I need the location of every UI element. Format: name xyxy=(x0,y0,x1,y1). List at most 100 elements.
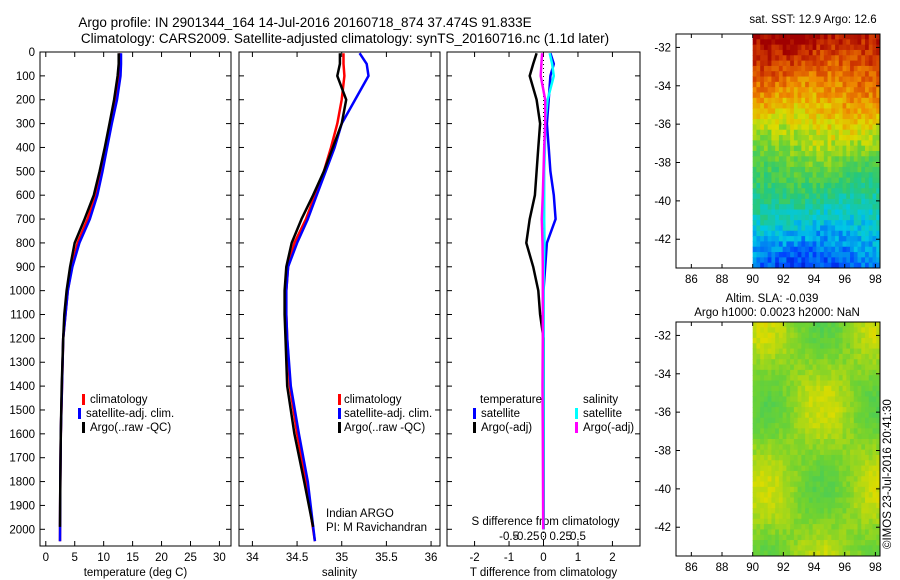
map-cell xyxy=(846,433,851,440)
map-cell xyxy=(793,465,799,472)
map-cell xyxy=(752,449,757,456)
map-cell xyxy=(812,337,817,344)
map-cell xyxy=(752,391,757,397)
map-cell xyxy=(797,193,802,200)
map-cell xyxy=(850,198,855,205)
map-cell xyxy=(808,486,814,493)
map-cell xyxy=(838,407,844,413)
map-cell xyxy=(823,545,829,552)
map-cell xyxy=(812,454,817,461)
map-cell xyxy=(756,385,761,392)
map-cell xyxy=(835,407,840,413)
map-cell xyxy=(823,439,829,445)
map-cell xyxy=(760,151,765,157)
map-cell xyxy=(793,214,799,221)
map-cell xyxy=(775,129,780,136)
map-cell xyxy=(771,492,776,498)
map-cell xyxy=(846,481,851,488)
map-cell xyxy=(853,209,859,216)
map-cell xyxy=(876,391,881,397)
y-tick-label: 500 xyxy=(16,166,35,178)
map-cell xyxy=(786,71,791,78)
map-cell xyxy=(838,252,844,258)
x-tick-label: 0 xyxy=(43,552,49,564)
map-cell xyxy=(808,545,814,552)
map-cell xyxy=(805,44,810,51)
map-cell xyxy=(797,49,802,56)
map-cell xyxy=(838,87,844,93)
map-cell xyxy=(778,140,784,147)
map-cell xyxy=(868,87,874,93)
map-cell xyxy=(872,188,877,195)
map-cell xyxy=(793,449,799,456)
map-cell xyxy=(857,119,862,125)
map-cell xyxy=(782,433,787,440)
map-cell xyxy=(782,412,787,419)
map-cell xyxy=(857,486,862,493)
map-cell xyxy=(808,449,814,456)
map-cell xyxy=(786,449,791,456)
map-cell xyxy=(756,540,761,546)
sst-field xyxy=(752,34,881,269)
map-cell xyxy=(872,161,877,168)
map-cell xyxy=(786,119,791,125)
map-cell xyxy=(790,246,795,253)
map-cell xyxy=(876,359,881,366)
map-cell xyxy=(775,380,780,387)
map-cell xyxy=(790,257,795,264)
map-cell xyxy=(763,113,769,120)
map-cell xyxy=(842,252,847,258)
map-cell xyxy=(831,481,836,488)
map-cell xyxy=(835,257,840,264)
map-cell xyxy=(782,497,787,504)
map-cell xyxy=(857,220,862,226)
map-cell xyxy=(831,113,836,120)
map-cell xyxy=(827,454,832,461)
map-cell xyxy=(812,375,817,381)
map-cell xyxy=(771,396,776,403)
map-cell xyxy=(808,71,814,78)
map-cell xyxy=(846,113,851,120)
map-cell xyxy=(808,230,814,237)
map-cell xyxy=(775,385,780,392)
map-cell xyxy=(868,439,874,445)
map-cell xyxy=(782,518,787,525)
map-cell xyxy=(805,380,810,387)
map-cell xyxy=(752,34,757,40)
map-cell xyxy=(865,407,870,413)
map-cell xyxy=(857,449,862,456)
map-cell xyxy=(767,470,772,477)
map-cell xyxy=(865,76,870,83)
map-cell xyxy=(752,401,757,408)
map-cell xyxy=(752,428,757,435)
map-cell xyxy=(801,156,806,163)
map-cell xyxy=(752,417,757,424)
map-cell xyxy=(842,166,847,173)
x-axis-label: salinity xyxy=(322,567,357,579)
map-cell xyxy=(868,71,874,78)
map-cell xyxy=(797,177,802,184)
map-cell xyxy=(850,55,855,62)
map-cell xyxy=(805,444,810,451)
map-cell xyxy=(831,348,836,355)
map-cell xyxy=(872,198,877,205)
map-cell xyxy=(812,486,817,493)
map-cell xyxy=(752,322,757,328)
map-cell xyxy=(760,476,765,483)
map-cell xyxy=(763,60,769,67)
map-cell xyxy=(801,412,806,419)
map-cell xyxy=(838,322,844,328)
map-cell xyxy=(850,481,855,488)
map-cell xyxy=(838,508,844,514)
map-cell xyxy=(752,257,757,264)
map-cell xyxy=(831,103,836,109)
map-cell xyxy=(767,391,772,397)
map-cell xyxy=(775,241,780,248)
map-cell xyxy=(868,417,874,424)
map-cell xyxy=(876,407,881,413)
map-cell xyxy=(861,396,866,403)
map-cell xyxy=(820,534,825,541)
y-tick-label: 1300 xyxy=(9,357,35,369)
map-cell xyxy=(793,204,799,210)
map-cell xyxy=(876,182,881,189)
